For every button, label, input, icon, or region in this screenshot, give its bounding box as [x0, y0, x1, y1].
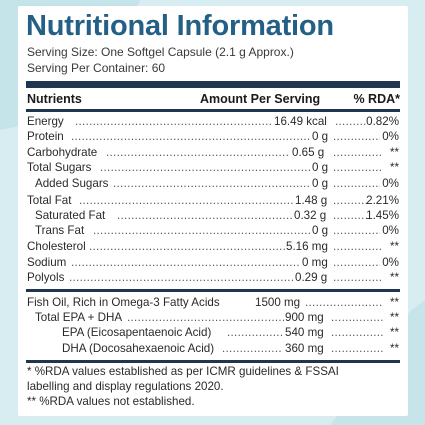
serving-size: Serving Size: One Softgel Capsule (2.1 g… [27, 45, 294, 59]
nutrient-amount: 0.65 g [292, 146, 325, 159]
fish-oil-name: EPA (Eicosapentaenoic Acid) [62, 326, 212, 339]
fish-oil-name: DHA (Docosahexaenoic Acid) [62, 342, 215, 355]
nutrient-row: Added Sugars 0 g 0% [27, 177, 399, 191]
nutrient-amount: 0.32 g [294, 209, 327, 222]
footnote-line: * %RDA values established as per ICMR gu… [27, 365, 339, 378]
nutrient-name: Added Sugars [35, 177, 109, 190]
nutrient-row: Polyols 0.29 g ** [27, 271, 399, 285]
nutrient-amount: 0 g [312, 177, 329, 190]
mid-rule [26, 289, 400, 292]
fish-oil-rda: ** [389, 311, 399, 324]
nutrient-name: Total Sugars [27, 161, 92, 174]
header-rda: % RDA* [353, 92, 400, 106]
nutrient-amount: 0 mg [302, 256, 328, 269]
fish-oil-amount: 900 mg [285, 311, 324, 324]
nutrient-name: Protein [27, 130, 64, 143]
nutrient-name: Total Fat [27, 194, 72, 207]
nutrient-rda: ** [389, 161, 399, 174]
fish-oil-rda: ** [389, 342, 399, 355]
nutrient-rda: ** [389, 240, 399, 253]
fish-oil-rda: ** [389, 326, 399, 339]
top-thick-rule [26, 81, 400, 88]
nutrient-name: Energy [27, 115, 64, 128]
nutrient-rda: 0% [382, 130, 399, 143]
fish-oil-name: Total EPA + DHA [35, 311, 123, 324]
nutrient-rda: 0% [382, 256, 399, 269]
nutrient-name: Cholesterol [27, 240, 86, 253]
fish-oil-row: DHA (Docosahexaenoic Acid) 360 mg ** [27, 342, 399, 356]
fish-oil-rda: ** [389, 296, 399, 309]
header-amount: Amount Per Serving [200, 92, 321, 106]
nutrient-rda: 0% [382, 177, 399, 190]
nutrient-amount: 0 g [312, 224, 329, 237]
nutrient-name: Polyols [27, 271, 65, 284]
nutrient-row: Total Sugars 0 g ** [27, 161, 399, 175]
fish-oil-amount: 1500 mg [255, 296, 301, 309]
nutrient-rda: 2.21% [366, 194, 399, 207]
footnote-line: labelling and display regulations 2020. [27, 380, 224, 393]
fish-oil-row: Fish Oil, Rich in Omega-3 Fatty Acids 15… [27, 296, 399, 310]
nutrient-row: Energy 16.49 kcal 0.82% [27, 115, 399, 129]
nutrient-row: Cholesterol 5.16 mg ** [27, 240, 399, 254]
footnote-line: ** %RDA values not established. [27, 395, 195, 408]
nutrient-rda: 0.82% [366, 115, 399, 128]
nutrient-name: Carbohydrate [27, 146, 98, 159]
nutrient-row: Carbohydrate 0.65 g ** [27, 146, 399, 160]
nutrient-rda: ** [389, 271, 399, 284]
fish-oil-row: EPA (Eicosapentaenoic Acid) 540 mg ** [27, 326, 399, 340]
nutrient-name: Sodium [27, 256, 67, 269]
nutrient-rda: ** [389, 146, 399, 159]
nutrient-row: Saturated Fat 0.32 g 1.45% [27, 209, 399, 223]
nutrient-row: Protein 0 g 0% [27, 130, 399, 144]
nutrient-amount: 0.29 g [295, 271, 328, 284]
nutrient-name: Trans Fat [35, 224, 85, 237]
servings-per-container: Serving Per Container: 60 [27, 61, 166, 75]
header-nutrients: Nutrients [27, 92, 82, 106]
fish-oil-amount: 540 mg [285, 326, 324, 339]
nutrient-row: Sodium 0 mg 0% [27, 256, 399, 270]
fish-oil-name: Fish Oil, Rich in Omega-3 Fatty Acids [27, 296, 220, 309]
nutrient-name: Saturated Fat [35, 209, 106, 222]
nutrient-rda: 0% [382, 224, 399, 237]
fish-oil-amount: 360 mg [285, 342, 324, 355]
nutrient-amount: 16.49 kcal [274, 115, 327, 128]
nutrient-row: Trans Fat 0 g 0% [27, 224, 399, 238]
header-rule [26, 109, 400, 112]
nutrient-amount: 0 g [312, 161, 329, 174]
fish-oil-row: Total EPA + DHA 900 mg ** [27, 311, 399, 325]
nutrient-amount: 1.48 g [295, 194, 328, 207]
nutrient-rda: 1.45% [366, 209, 399, 222]
nutrient-amount: 5.16 mg [286, 240, 328, 253]
nutrient-amount: 0 g [312, 130, 329, 143]
footer-rule [26, 360, 400, 363]
nutrient-row: Total Fat 1.48 g 2.21% [27, 194, 399, 208]
panel-title: Nutritional Information [26, 10, 334, 42]
